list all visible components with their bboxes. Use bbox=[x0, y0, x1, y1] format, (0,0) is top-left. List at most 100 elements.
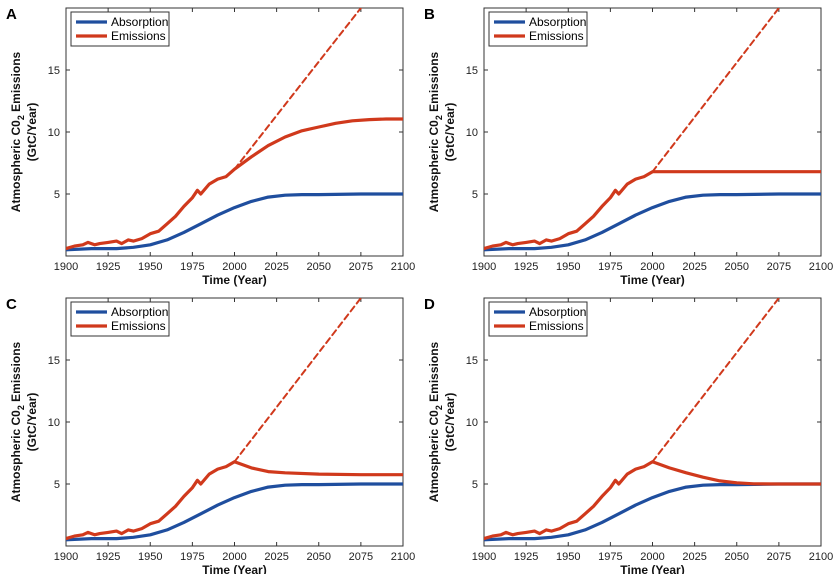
x-tick-label: 2050 bbox=[725, 261, 749, 273]
x-tick-label: 2050 bbox=[307, 551, 331, 563]
series-line-emissions bbox=[484, 170, 821, 251]
y-axis-title-main: Atmospheric C0 bbox=[9, 410, 23, 502]
y-tick-label: 5 bbox=[472, 479, 478, 491]
y-axis-title-tail: Emissions bbox=[427, 341, 441, 405]
x-axis-title: Time (Year) bbox=[202, 273, 266, 287]
legend-box bbox=[488, 301, 588, 337]
series-group bbox=[484, 8, 821, 252]
y-tick-label: 10 bbox=[466, 127, 478, 139]
x-tick-label: 1900 bbox=[472, 261, 496, 273]
panel-a: A 1900 1925 1950 1975 2000 2025 2050 2075 2100 5 10… bbox=[6, 6, 415, 287]
panel-d: D 1900 1925 1950 1975 2000 2025 2050 2075 2100 5 10… bbox=[424, 296, 833, 574]
x-tick-label: 2075 bbox=[767, 551, 791, 563]
x-tick-label: 1975 bbox=[180, 261, 204, 273]
x-tick-label: 1925 bbox=[96, 261, 120, 273]
x-tick-label: 1925 bbox=[514, 261, 538, 273]
y-axis-title-subscript: 2 bbox=[16, 115, 26, 120]
x-tick-label: 2100 bbox=[809, 261, 833, 273]
x-tick-label: 1900 bbox=[54, 261, 78, 273]
y-axis-title-subscript: 2 bbox=[16, 405, 26, 410]
x-tick-label: 2100 bbox=[391, 551, 415, 563]
series-line-absorption bbox=[66, 192, 403, 252]
plot-area bbox=[483, 7, 822, 257]
y-axis-title-main: Atmospheric C0 bbox=[427, 410, 441, 502]
x-tick-label: 2000 bbox=[640, 261, 664, 273]
y-tick-label: 15 bbox=[466, 65, 478, 77]
panel-letter: A bbox=[6, 6, 17, 23]
y-axis-title: Atmospheric C02 Emissions bbox=[9, 51, 26, 212]
x-tick-label: 1975 bbox=[598, 551, 622, 563]
y-tick-label: 15 bbox=[48, 65, 60, 77]
x-axis-title: Time (Year) bbox=[202, 563, 266, 574]
plot-area bbox=[65, 297, 404, 547]
x-tick-label: 2000 bbox=[640, 551, 664, 563]
y-axis-title: Atmospheric C02 Emissions bbox=[427, 341, 444, 502]
series-line-emissions-trend bbox=[233, 298, 362, 463]
y-axis-title-main: Atmospheric C0 bbox=[427, 120, 441, 212]
x-axis-title: Time (Year) bbox=[620, 563, 684, 574]
legend-box bbox=[70, 301, 170, 337]
panel-c: C 1900 1925 1950 1975 2000 2025 2050 2075 2100 5 10… bbox=[6, 296, 415, 574]
x-tick-label: 2100 bbox=[809, 551, 833, 563]
plot-area bbox=[483, 297, 822, 547]
x-tick-label: 2025 bbox=[682, 551, 706, 563]
x-tick-label: 2000 bbox=[222, 261, 246, 273]
series-line-emissions-trend bbox=[233, 8, 362, 171]
series-line-emissions-trend bbox=[651, 8, 780, 173]
y-axis-title-subscript: 2 bbox=[434, 405, 444, 410]
x-tick-label: 1925 bbox=[96, 551, 120, 563]
panel-b: B 1900 1925 1950 1975 2000 2025 2050 2075 2100 5 10… bbox=[424, 6, 833, 287]
x-tick-label: 1975 bbox=[180, 551, 204, 563]
panel-letter: D bbox=[424, 296, 435, 313]
y-tick-label: 10 bbox=[466, 417, 478, 429]
legend-label-absorption: Absorption bbox=[111, 15, 168, 29]
x-tick-label: 2050 bbox=[725, 551, 749, 563]
series-group bbox=[66, 8, 403, 252]
x-tick-label: 1950 bbox=[138, 261, 162, 273]
x-tick-label: 2025 bbox=[264, 261, 288, 273]
x-tick-label: 1950 bbox=[556, 551, 580, 563]
y-axis-title-tail: Emissions bbox=[427, 51, 441, 115]
x-tick-label: 2075 bbox=[349, 551, 373, 563]
y-axis-title: Atmospheric C02 Emissions bbox=[427, 51, 444, 212]
legend-label-emissions: Emissions bbox=[111, 319, 166, 333]
series-line-absorption bbox=[66, 482, 403, 542]
legend-label-absorption: Absorption bbox=[529, 15, 586, 29]
plot-area bbox=[65, 7, 404, 257]
x-tick-label: 1950 bbox=[138, 551, 162, 563]
y-axis-title-tail: Emissions bbox=[9, 341, 23, 405]
legend-label-emissions: Emissions bbox=[529, 319, 584, 333]
legend-label-emissions: Emissions bbox=[111, 29, 166, 43]
y-axis-title-tail: Emissions bbox=[9, 51, 23, 115]
y-axis-units: (GtC/Year) bbox=[443, 103, 457, 162]
x-tick-label: 2025 bbox=[682, 261, 706, 273]
y-axis-title: Atmospheric C02 Emissions bbox=[9, 341, 26, 502]
legend-box bbox=[70, 11, 170, 47]
y-axis-title-subscript: 2 bbox=[434, 115, 444, 120]
y-axis-title-main: Atmospheric C0 bbox=[9, 120, 23, 212]
y-tick-label: 5 bbox=[54, 189, 60, 201]
legend-box bbox=[488, 11, 588, 47]
x-tick-label: 1925 bbox=[514, 551, 538, 563]
y-axis-units: (GtC/Year) bbox=[25, 103, 39, 162]
y-axis-units: (GtC/Year) bbox=[25, 393, 39, 452]
x-tick-label: 2025 bbox=[264, 551, 288, 563]
y-axis-units: (GtC/Year) bbox=[443, 393, 457, 452]
y-tick-label: 15 bbox=[48, 355, 60, 367]
series-group bbox=[66, 298, 403, 542]
x-tick-label: 2050 bbox=[307, 261, 331, 273]
x-tick-label: 1975 bbox=[598, 261, 622, 273]
legend-label-emissions: Emissions bbox=[529, 29, 584, 43]
series-line-emissions bbox=[484, 460, 821, 541]
panel-letter: C bbox=[6, 296, 17, 313]
series-line-emissions bbox=[66, 460, 403, 541]
series-line-absorption bbox=[484, 482, 821, 542]
series-group bbox=[484, 298, 821, 542]
x-tick-label: 2000 bbox=[222, 551, 246, 563]
legend-label-absorption: Absorption bbox=[111, 305, 168, 319]
y-tick-label: 10 bbox=[48, 417, 60, 429]
x-tick-label: 2075 bbox=[767, 261, 791, 273]
x-tick-label: 2100 bbox=[391, 261, 415, 273]
y-tick-label: 15 bbox=[466, 355, 478, 367]
